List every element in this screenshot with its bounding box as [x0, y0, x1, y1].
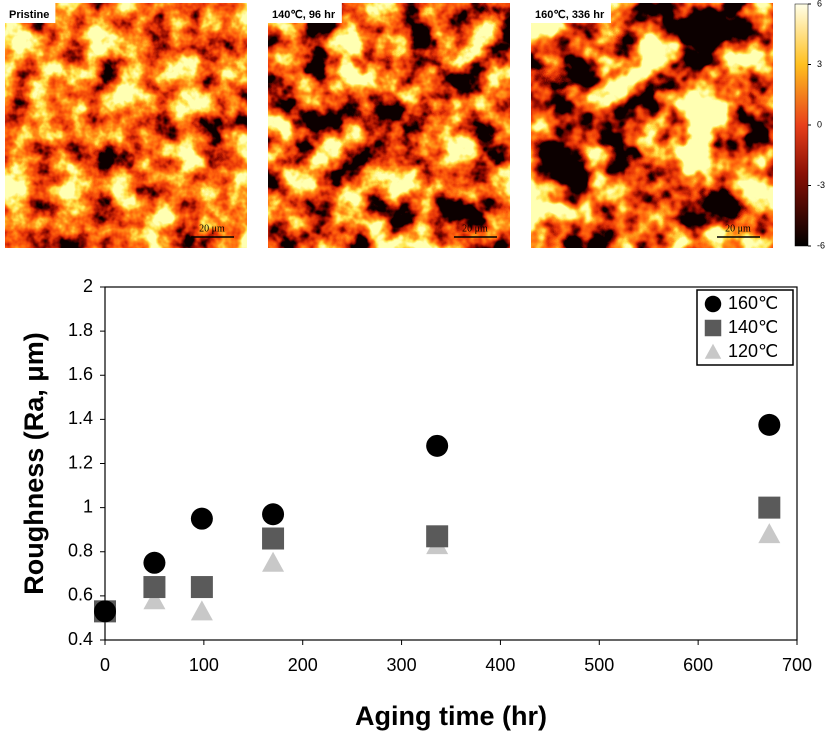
y-axis-title: Roughness (Ra, μm) — [19, 332, 49, 595]
legend-label: 160℃ — [728, 293, 778, 313]
x-tick-label: 200 — [288, 655, 318, 675]
colorbar-tick-label: -6 — [817, 240, 825, 250]
data-point — [143, 589, 166, 610]
colorbar-tick-label: 0 — [817, 119, 822, 129]
data-point — [190, 576, 213, 599]
colorbar-tick-label: -3 — [817, 180, 825, 190]
x-tick-label: 400 — [485, 655, 515, 675]
y-tick-label: 1.6 — [68, 364, 93, 384]
x-tick-label: 500 — [584, 655, 614, 675]
y-tick-label: 0.8 — [68, 541, 93, 561]
data-point — [143, 576, 166, 599]
y-tick-label: 0.6 — [68, 585, 93, 605]
x-tick-label: 700 — [782, 655, 812, 675]
colorbar — [794, 3, 809, 247]
image-label: 160℃, 336 hr — [535, 9, 605, 21]
y-tick-label: 1.2 — [68, 452, 93, 472]
image-label: 140℃, 96 hr — [272, 9, 336, 21]
data-point — [262, 527, 285, 550]
x-axis-title: Aging time (hr) — [355, 701, 547, 731]
label-box — [268, 3, 342, 23]
colorbar-tick-label: 6 — [817, 0, 822, 8]
colorbar-tick-label: 3 — [817, 59, 822, 69]
data-point — [190, 507, 213, 530]
legend-marker — [704, 319, 722, 337]
legend-marker — [704, 295, 722, 313]
data-point — [262, 551, 285, 572]
data-point — [262, 503, 285, 526]
afm-image — [268, 3, 510, 248]
x-tick-label: 100 — [189, 655, 219, 675]
legend-label: 120℃ — [728, 341, 778, 361]
scale-bar-label: 20 μm — [199, 223, 225, 234]
y-tick-label: 1.8 — [68, 320, 93, 340]
data-point — [143, 551, 166, 574]
legend-label: 140℃ — [728, 317, 778, 337]
data-point — [758, 523, 781, 544]
y-tick-label: 1.4 — [68, 408, 93, 428]
x-tick-label: 0 — [100, 655, 110, 675]
y-tick-label: 2 — [83, 276, 93, 296]
afm-image — [531, 3, 773, 248]
scale-bar-label: 20 μm — [462, 223, 488, 234]
y-tick-label: 0.4 — [68, 629, 93, 649]
x-tick-label: 300 — [387, 655, 417, 675]
afm-image — [5, 3, 247, 248]
plot-frame — [104, 286, 798, 641]
scale-bar-label: 20 μm — [725, 223, 751, 234]
x-tick-label: 600 — [683, 655, 713, 675]
y-tick-label: 1 — [83, 496, 93, 516]
image-label: Pristine — [9, 9, 49, 21]
data-point — [426, 525, 449, 548]
label-box — [5, 3, 56, 23]
data-point — [190, 600, 213, 621]
legend-marker — [704, 343, 722, 359]
data-point — [758, 413, 781, 436]
data-point — [758, 496, 781, 519]
data-point — [426, 434, 449, 457]
label-box — [531, 3, 611, 23]
data-point — [94, 600, 116, 623]
